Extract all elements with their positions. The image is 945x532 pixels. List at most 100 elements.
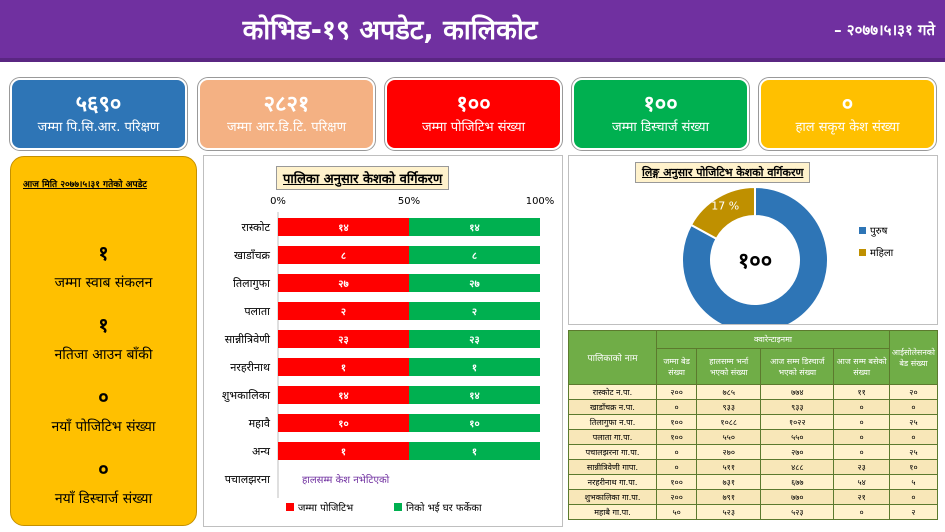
bar-chart-title: पालिका अनुसार केशको वर्गिकरण bbox=[276, 166, 450, 190]
table-row: खाडाँचक्र न.पा. ० ९३३ ९३३ ० ० bbox=[568, 399, 938, 415]
bar-value-label: २ bbox=[341, 307, 346, 318]
bar-segment bbox=[278, 330, 409, 348]
table-cell: ० bbox=[655, 444, 698, 460]
category-label: पलाता bbox=[244, 305, 270, 318]
table-row: महाबै गा.पा. ५० ५२३ ५२३ ० २ bbox=[568, 504, 938, 520]
category-label: अन्य bbox=[252, 445, 271, 458]
table-cell: ० bbox=[655, 399, 698, 415]
table-cell: ५२३ bbox=[696, 504, 762, 520]
bar-value-label: १० bbox=[338, 419, 348, 430]
today-pending-label: नतिजा आउन बाँकी bbox=[54, 347, 153, 363]
table-cell: ७३१ bbox=[696, 474, 762, 490]
table-cell: ४८८ bbox=[760, 459, 835, 475]
bar-segment bbox=[278, 246, 409, 264]
tile-value: २८२१ bbox=[263, 92, 310, 117]
tile-active: ० हाल सकृय केश संख्या bbox=[759, 78, 936, 150]
category-label: महावै bbox=[249, 417, 271, 430]
bar-segment bbox=[409, 386, 540, 404]
tile-label: जम्मा आर.डि.टि. परिक्षण bbox=[227, 120, 346, 135]
bar-value-label: १ bbox=[341, 363, 346, 374]
bar-value-label: १४ bbox=[469, 391, 479, 402]
bar-segment bbox=[278, 218, 409, 236]
bar-value-label: १ bbox=[472, 447, 477, 458]
table-cell: १०० bbox=[655, 429, 698, 445]
bar-segment bbox=[278, 442, 409, 460]
table-cell: २३ bbox=[833, 459, 890, 475]
bar-value-label: ८ bbox=[472, 251, 477, 262]
cell-municipality: सान्नीत्रिवेणी गापा. bbox=[568, 459, 657, 475]
table-cell: २ bbox=[888, 504, 938, 520]
legend-swatch bbox=[394, 503, 402, 511]
category-label: रास्कोट bbox=[242, 221, 271, 234]
bar-value-label: १ bbox=[472, 363, 477, 374]
table-cell: ५५० bbox=[696, 429, 762, 445]
col-total-beds: जम्मा बेड संख्या bbox=[655, 348, 698, 385]
bar-segment bbox=[409, 414, 540, 432]
bar-segment bbox=[409, 302, 540, 320]
donut-center-label: १०० bbox=[738, 249, 772, 274]
update-date: – २०७७।५।३१ गते bbox=[834, 21, 935, 39]
table-cell: ० bbox=[833, 429, 890, 445]
legend-label: निको भई घर फर्केका bbox=[406, 502, 482, 514]
table-cell: २१ bbox=[833, 489, 890, 505]
table-cell: ५११ bbox=[696, 459, 762, 475]
today-new-discharge-value: ० bbox=[98, 457, 109, 481]
today-pending-value: १ bbox=[98, 313, 109, 337]
bar-segment bbox=[278, 386, 409, 404]
table-cell: ५४ bbox=[833, 474, 890, 490]
x-tick-label: 0% bbox=[270, 196, 286, 207]
bar-value-label: २७ bbox=[469, 279, 480, 290]
slice-label: 17 % bbox=[711, 200, 739, 213]
bar-segment bbox=[409, 218, 540, 236]
col-admitted: हालसम्म भर्ना भएको संख्या bbox=[696, 348, 762, 385]
tile-value: १०० bbox=[643, 92, 678, 117]
bar-segment bbox=[278, 274, 409, 292]
table-cell: ० bbox=[833, 399, 890, 415]
bar-segment bbox=[278, 358, 409, 376]
tile-label: जम्मा पि.सि.आर. परिक्षण bbox=[37, 120, 160, 135]
table-cell: ९३३ bbox=[696, 399, 762, 415]
bar-value-label: १ bbox=[341, 447, 346, 458]
category-label: शुभकालिका bbox=[222, 389, 270, 402]
table-cell: १०० bbox=[655, 474, 698, 490]
col-group-quarantine: क्वारेन्टाइनमा bbox=[656, 330, 890, 349]
today-new-positive-label: नयाँ पोजिटिभ संख्या bbox=[51, 419, 156, 435]
table-row: पचालझरना गा.पा. ० २७० २७० ० २५ bbox=[568, 444, 938, 460]
legend-swatch bbox=[859, 227, 866, 234]
cell-municipality: पलाता गा.पा. bbox=[568, 429, 657, 445]
bar-segment bbox=[409, 358, 540, 376]
header-bar: कोभिड-१९ अपडेट, कालिकोट – २०७७।५।३१ गते bbox=[0, 0, 945, 62]
donut-chart-title: लिङ्ग अनुसार पोजिटिभ केशको वर्गिकरण bbox=[635, 162, 811, 183]
col-discharged: आज सम्म डिस्चार्ज भएको संख्या bbox=[760, 348, 835, 385]
tile-label: जम्मा डिस्चार्ज संख्या bbox=[612, 120, 709, 135]
table-row: तिलागुफा न.पा. १०० १०८८ १०२२ ० २५ bbox=[568, 414, 938, 430]
category-label: पचालझरना bbox=[225, 473, 270, 486]
table-cell: १०० bbox=[655, 414, 698, 430]
category-label: सान्नीत्रिवेणी bbox=[225, 333, 270, 346]
cell-municipality: महाबै गा.पा. bbox=[568, 504, 657, 520]
gender-chart-panel: लिङ्ग अनुसार पोजिटिभ केशको वर्गिकरण 83%1… bbox=[568, 155, 938, 325]
legend-label: पुरुष bbox=[870, 226, 888, 237]
category-label: तिलागुफा bbox=[233, 277, 270, 290]
table-cell: २०० bbox=[655, 384, 698, 400]
bar-value-label: १० bbox=[469, 419, 479, 430]
bar-segment bbox=[409, 442, 540, 460]
today-update-panel: आज मिति २०७७।५।३१ गतेको अपडेट १ जम्मा स्… bbox=[10, 156, 197, 526]
table-cell: २०० bbox=[655, 489, 698, 505]
tile-rdt-tests: २८२१ जम्मा आर.डि.टि. परिक्षण bbox=[198, 78, 375, 150]
table-cell: १० bbox=[888, 459, 938, 475]
table-cell: ७७४ bbox=[760, 384, 835, 400]
cell-municipality: शुभकालिका गा.पा. bbox=[568, 489, 657, 505]
category-label: खाडाँचक्र bbox=[234, 249, 271, 262]
table-row: नरहरीनाथ गा.पा. १०० ७३१ ६७७ ५४ ५ bbox=[568, 474, 938, 490]
quarantine-table-body: रास्कोट न.पा. २०० ७८५ ७७४ ११ २० खाडाँचक्र न.पा… bbox=[568, 384, 938, 520]
cell-municipality: नरहरीनाथ गा.पा. bbox=[568, 474, 657, 490]
table-cell: ११ bbox=[833, 384, 890, 400]
table-cell: ५२३ bbox=[760, 504, 835, 520]
tile-pcr-tests: ५६९० जम्मा पि.सि.आर. परिक्षण bbox=[10, 78, 187, 150]
tile-label: जम्मा पोजिटिभ संख्या bbox=[421, 120, 526, 135]
bar-segment bbox=[409, 330, 540, 348]
col-staying: आज सम्म बसेको संख्या bbox=[833, 348, 890, 385]
table-cell: ० bbox=[888, 399, 938, 415]
